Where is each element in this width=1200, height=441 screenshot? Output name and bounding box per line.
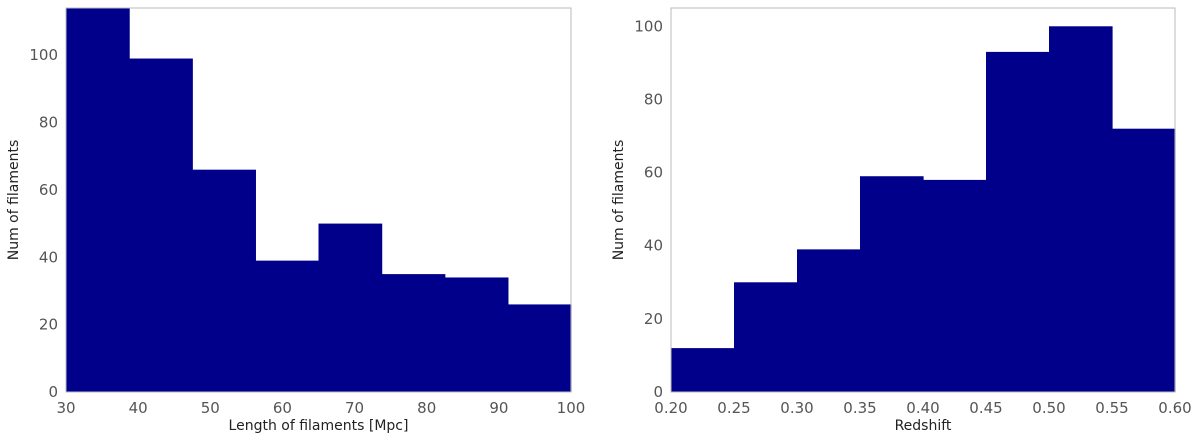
y-tick-label: 100 [634,17,663,35]
x-axis-label: Redshift [895,418,952,434]
x-tick-label: 0.40 [906,399,939,417]
histogram-bar [860,176,924,392]
histogram-bar [192,169,256,392]
length-histogram-panel: 30 40 50 60 70 80 90 100 0 20 40 60 80 100 Length of f… [6,7,586,434]
histogram-bar [1112,128,1176,392]
y-tick-label: 100 [29,46,58,64]
y-tick-label: 20 [39,316,58,334]
x-tick-label: 0.50 [1032,399,1065,417]
histogram-bar [444,277,509,392]
x-tick-label: 0.20 [654,399,687,417]
x-tick-label: 80 [417,399,436,417]
histogram-bar [318,223,383,392]
y-axis-label: Num of filaments [611,140,627,261]
x-tick-label: 0.45 [969,399,1002,417]
x-tick-label: 90 [489,399,508,417]
histogram-bar [671,348,735,392]
histogram-bar [507,304,572,392]
histogram-bar [923,179,987,392]
histogram-bar [255,260,320,392]
x-tick-label: 0.35 [843,399,876,417]
y-tick-label: 40 [644,237,663,255]
y-tick-label: 60 [644,164,663,182]
y-axis-label: Num of filaments [6,140,22,261]
x-tick-label: 50 [201,399,220,417]
y-tick-label: 60 [39,181,58,199]
x-tick-label: 100 [557,399,586,417]
y-tick-label: 0 [48,383,58,401]
x-tick-label: 0.25 [717,399,750,417]
y-tick-label: 80 [39,114,58,132]
y-tick-label: 80 [644,90,663,108]
x-tick-label: 0.60 [1158,399,1191,417]
histogram-bar [129,58,193,392]
y-tick-label: 0 [653,383,663,401]
plot-frame [670,7,1176,393]
x-axis-label: Length of filaments [Mpc] [229,418,409,434]
x-tick-label: 70 [345,399,364,417]
x-tick-label: 0.30 [780,399,813,417]
y-tick-label: 20 [644,310,663,328]
x-tick-label: 40 [129,399,148,417]
x-tick-label: 0.55 [1095,399,1128,417]
histogram-bar [66,8,130,392]
histogram-bar [734,282,798,392]
y-tick-label: 40 [39,248,58,266]
x-tick-label: 60 [273,399,292,417]
redshift-histogram-panel: 0.20 0.25 0.30 0.35 0.40 0.45 0.50 0.55 0.60 0 20 4… [611,7,1192,434]
histogram-bar [381,274,446,392]
histogram-bar [986,51,1050,392]
plot-frame [65,7,572,393]
x-tick-label: 30 [56,399,75,417]
histogram-bar [1049,26,1113,392]
histogram-bar [797,249,861,392]
